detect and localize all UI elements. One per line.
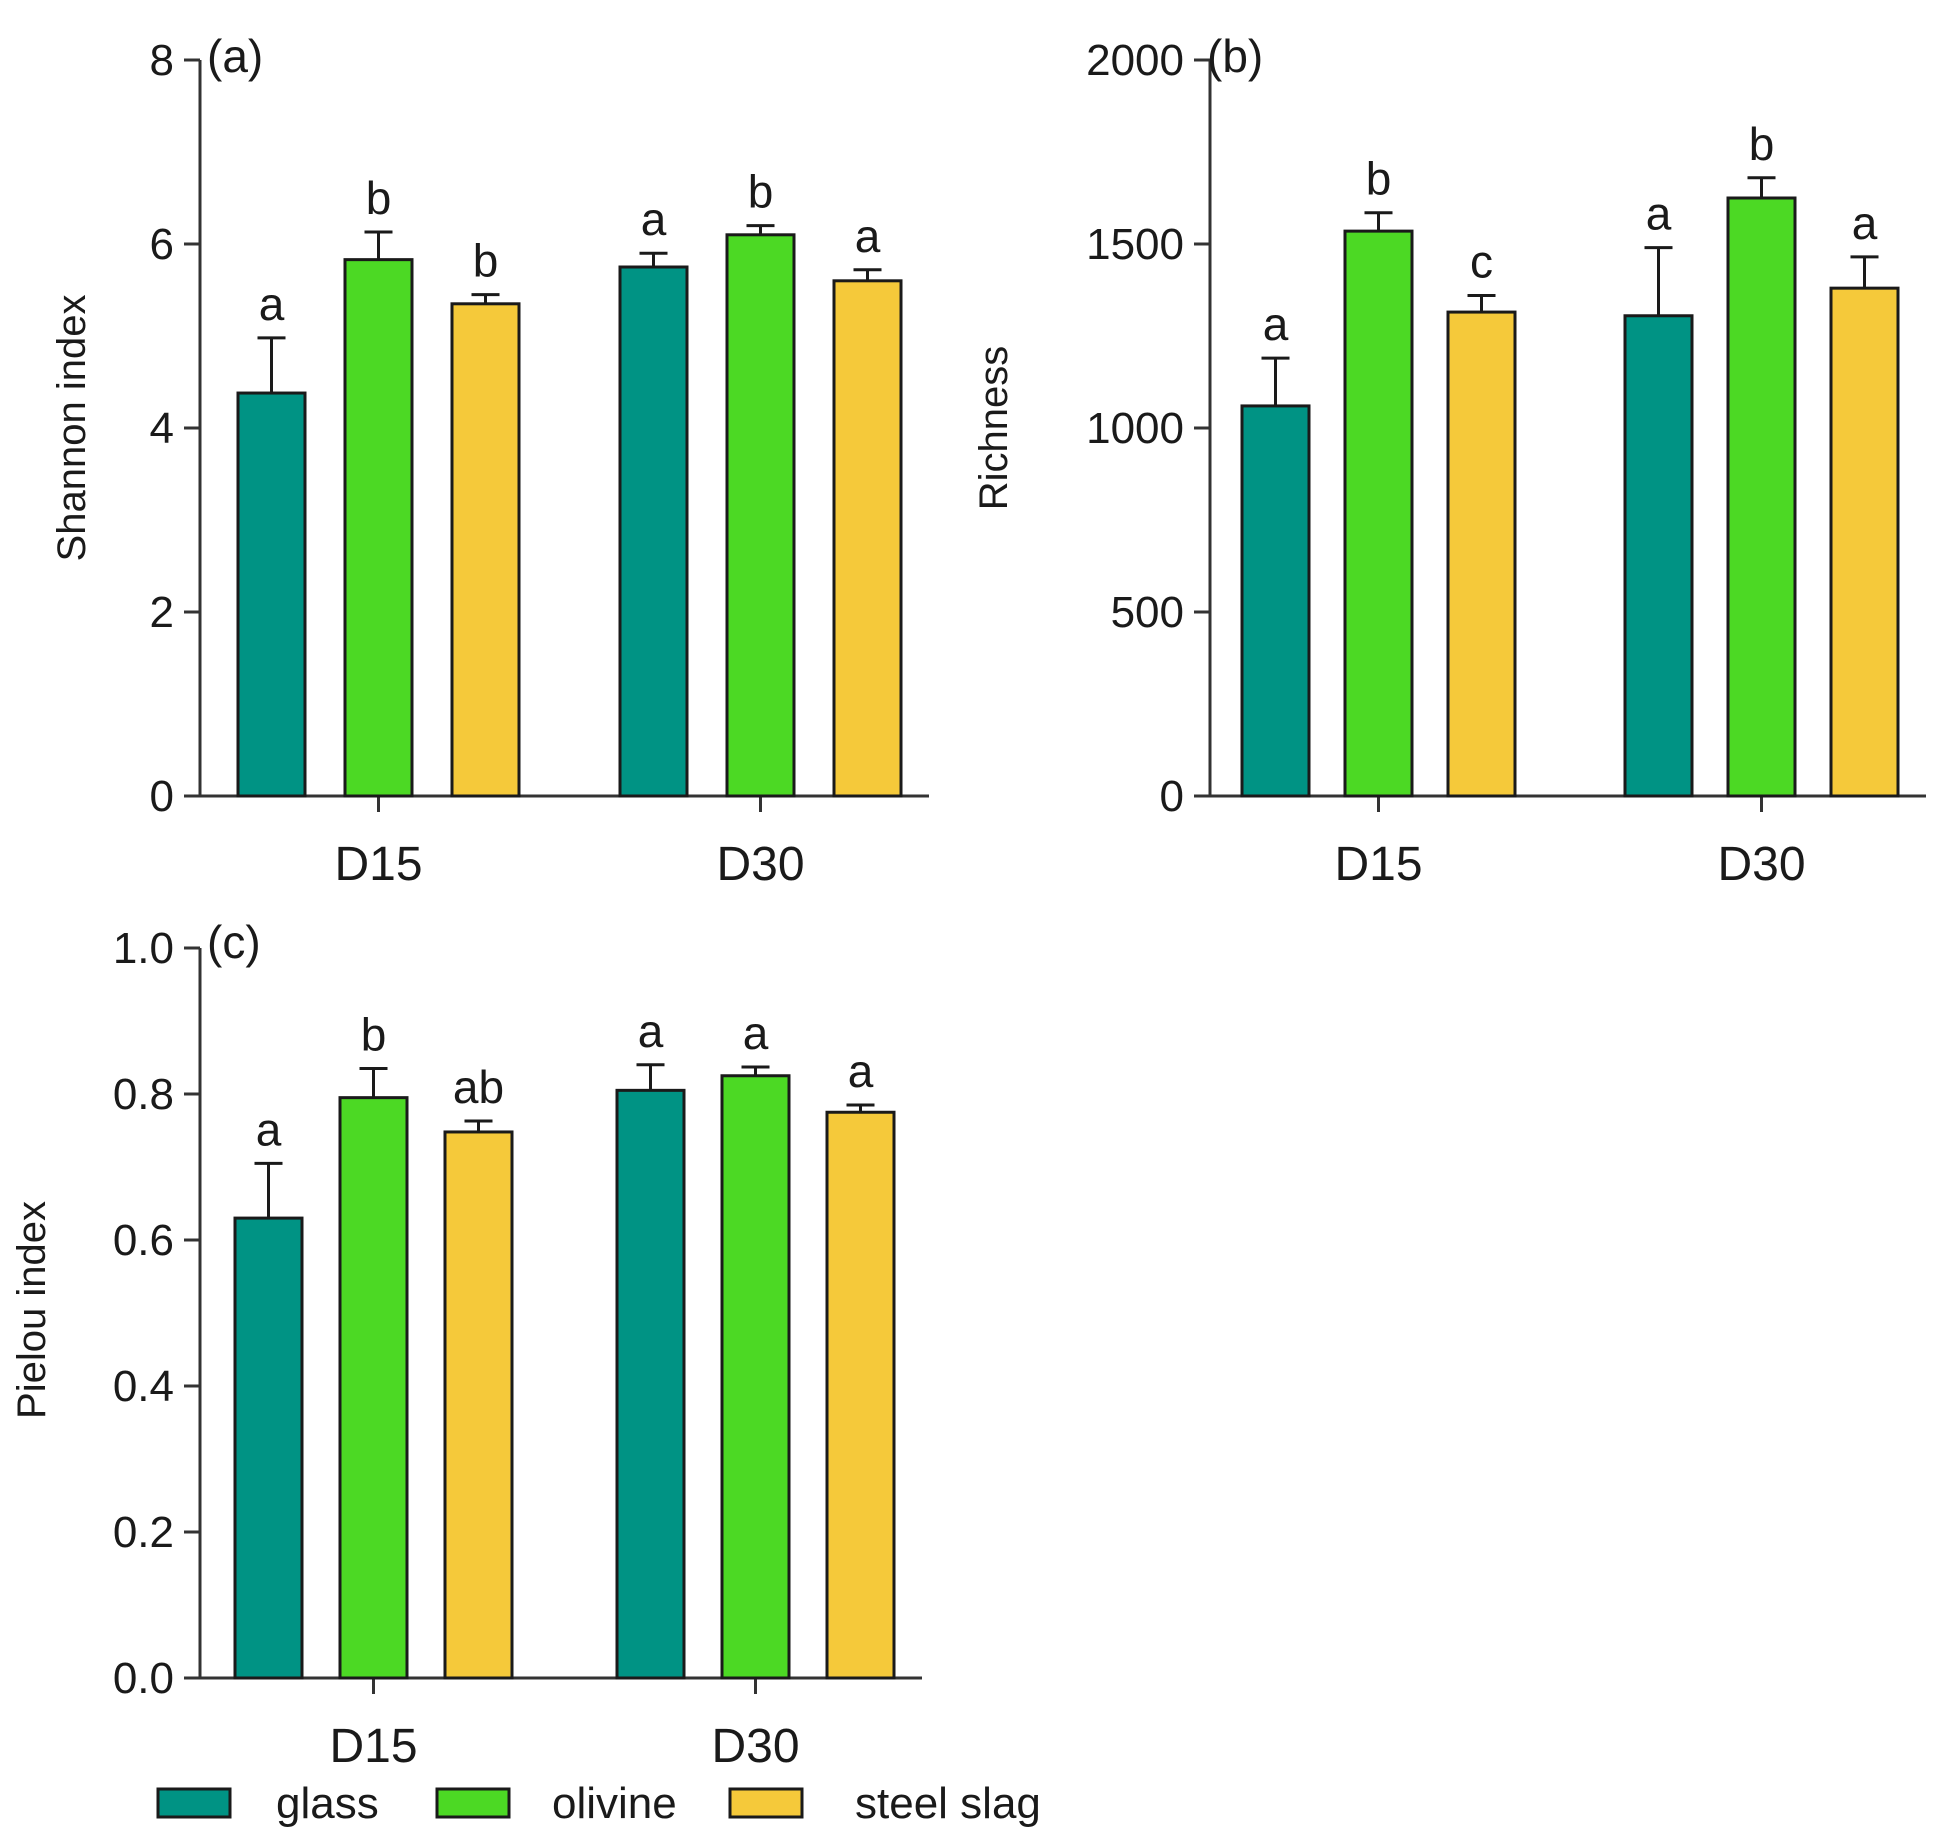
y-tick-label: 0.2: [113, 1508, 174, 1557]
significance-letter: a: [848, 1045, 874, 1097]
significance-letter: a: [641, 193, 667, 245]
significance-letter: b: [1749, 118, 1775, 170]
x-tick-label: D30: [716, 838, 804, 891]
significance-letter: ab: [453, 1061, 504, 1113]
bar-glass: [233, 1216, 304, 1680]
y-axis-title: Richness: [972, 346, 1016, 511]
significance-letter: b: [1366, 153, 1392, 205]
significance-letter: a: [743, 1007, 769, 1059]
legend: glass olivine steel slag: [156, 1779, 1041, 1828]
y-tick-label: 2: [150, 588, 174, 637]
legend-swatch-steel_slag: [728, 1787, 804, 1819]
bar-glass: [618, 265, 689, 798]
significance-letter: a: [259, 278, 285, 330]
bar-steel_slag: [1829, 286, 1900, 798]
chart-panel-a: 0 2 4 6 8 Shannon index (a) D15 a b b D30 a b a: [50, 30, 929, 891]
significance-letter: a: [256, 1103, 282, 1155]
panel-label: (c): [207, 916, 261, 968]
y-tick-label: 6: [150, 220, 174, 269]
legend-label: olivine: [552, 1779, 677, 1828]
significance-letter: a: [1852, 197, 1878, 249]
y-tick-label: 1000: [1086, 404, 1184, 453]
bar-glass: [236, 391, 307, 798]
y-tick-label: 2000: [1086, 36, 1184, 85]
significance-letter: b: [361, 1008, 387, 1060]
significance-letter: b: [366, 172, 392, 224]
y-tick-label: 0.4: [113, 1362, 174, 1411]
x-tick-label: D15: [329, 1720, 417, 1773]
panel-label: (a): [207, 30, 263, 82]
bar-olivine: [343, 258, 414, 798]
bar-glass: [1623, 314, 1694, 798]
y-tick-label: 1500: [1086, 220, 1184, 269]
legend-swatch-glass: [156, 1787, 232, 1819]
x-tick-label: D15: [334, 838, 422, 891]
y-tick-label: 0.6: [113, 1216, 174, 1265]
x-tick-label: D30: [711, 1720, 799, 1773]
legend-label: steel slag: [855, 1779, 1041, 1828]
significance-letter: c: [1470, 236, 1493, 288]
y-tick-label: 0: [1160, 772, 1184, 821]
bar-steel_slag: [1446, 310, 1517, 798]
x-tick-label: D15: [1334, 838, 1422, 891]
x-tick-label: D30: [1717, 838, 1805, 891]
y-tick-label: 0: [150, 772, 174, 821]
y-tick-label: 0.0: [113, 1654, 174, 1703]
bar-steel_slag: [825, 1110, 896, 1680]
bar-olivine: [1343, 229, 1414, 798]
bar-steel_slag: [443, 1130, 514, 1680]
bar-olivine: [1726, 196, 1797, 798]
significance-letter: a: [638, 1005, 664, 1057]
significance-letter: a: [1646, 188, 1672, 240]
y-axis-title: Shannon index: [50, 295, 94, 562]
bar-olivine: [725, 233, 796, 798]
significance-letter: b: [473, 235, 499, 287]
y-tick-label: 1.0: [113, 924, 174, 973]
legend-swatch-olivine: [435, 1787, 511, 1819]
y-tick-label: 500: [1111, 588, 1184, 637]
significance-letter: b: [748, 166, 774, 218]
bar-steel_slag: [450, 302, 521, 798]
bar-steel_slag: [832, 279, 903, 798]
chart-panel-b: 0 500 1000 1500 2000 Richness (b) D15 a b c D30 a b a: [972, 30, 1926, 891]
bar-glass: [1240, 404, 1311, 798]
bar-olivine: [720, 1074, 791, 1680]
bar-glass: [615, 1088, 686, 1680]
y-tick-label: 8: [150, 36, 174, 85]
legend-label: glass: [276, 1779, 379, 1828]
y-tick-label: 0.8: [113, 1070, 174, 1119]
significance-letter: a: [1263, 298, 1289, 350]
panel-label: (b): [1207, 30, 1263, 82]
significance-letter: a: [855, 210, 881, 262]
bar-olivine: [338, 1096, 409, 1680]
y-axis-title: Pielou index: [10, 1201, 54, 1419]
y-tick-label: 4: [150, 404, 174, 453]
